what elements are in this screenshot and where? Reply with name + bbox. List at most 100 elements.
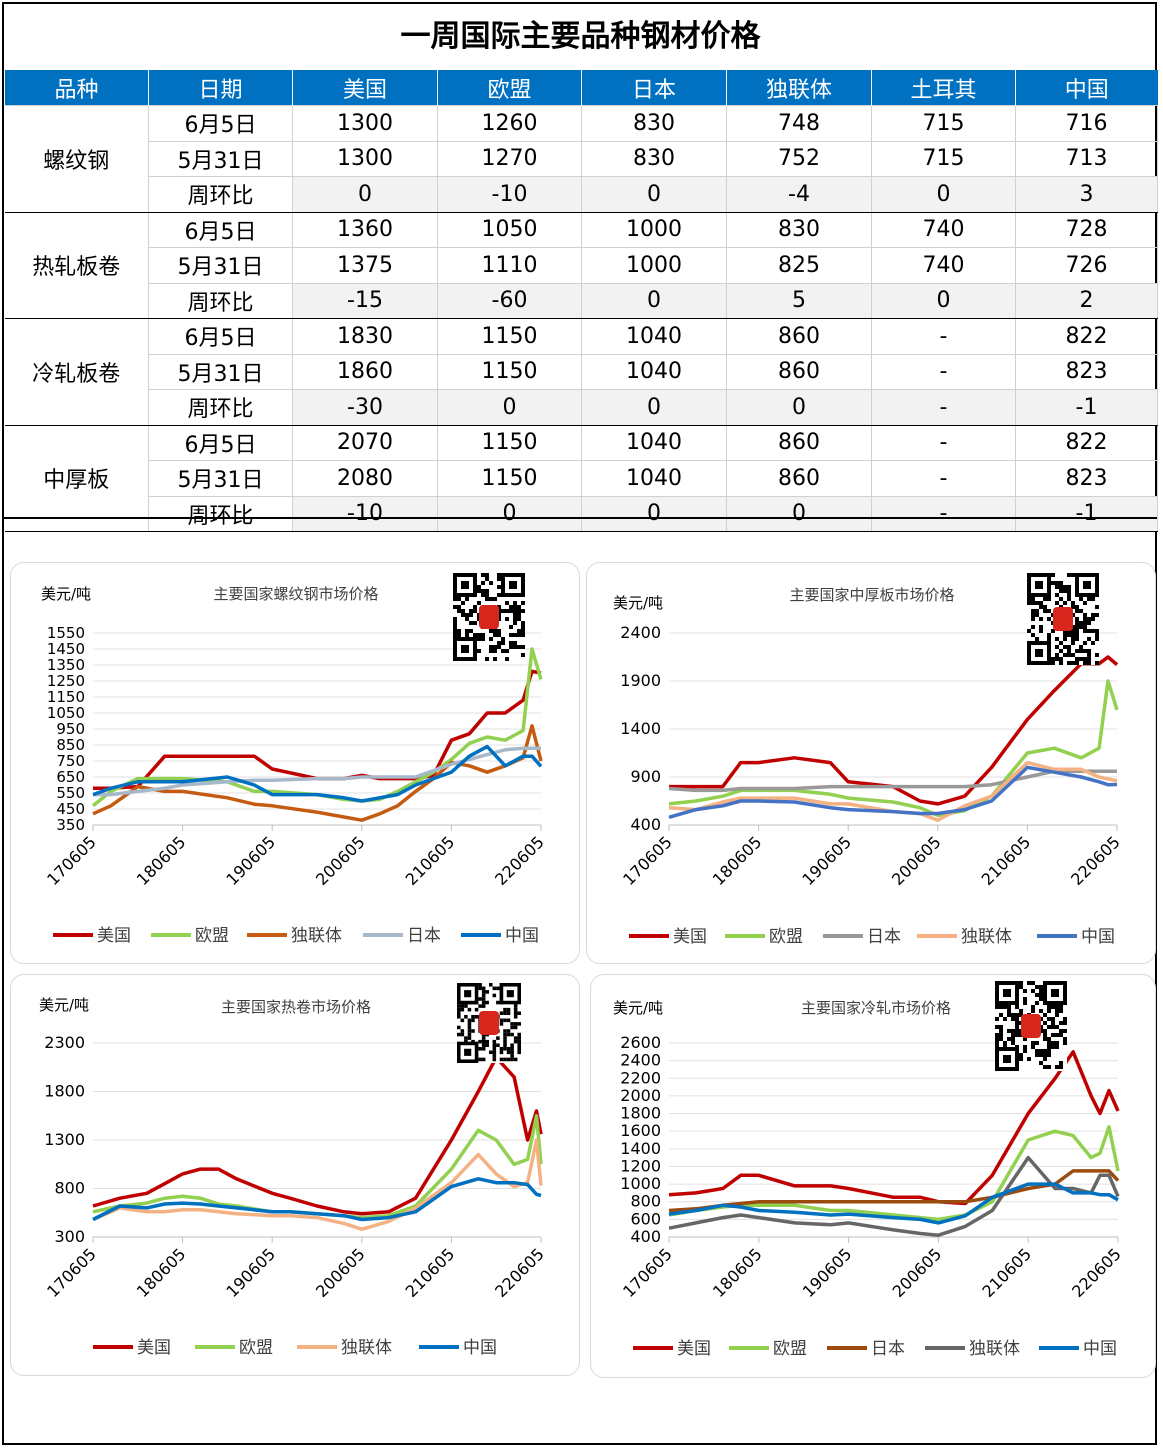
qr-module <box>467 1018 472 1023</box>
qr-module <box>1071 661 1075 665</box>
qr-code-icon <box>1027 573 1099 665</box>
qr-module <box>471 1015 475 1019</box>
legend-label: 欧盟 <box>239 1338 273 1358</box>
qr-module <box>474 1007 479 1012</box>
qr-module <box>1043 1049 1047 1053</box>
qr-module <box>1043 605 1047 609</box>
qr-module <box>510 1025 514 1030</box>
qr-logo-badge <box>1053 607 1073 631</box>
qr-module <box>1047 1017 1051 1021</box>
price-cell: 0 <box>292 176 438 213</box>
qr-module <box>1063 633 1067 637</box>
price-cell: 726 <box>1015 247 1158 284</box>
qr-module <box>485 597 489 601</box>
qr-module <box>457 605 461 609</box>
price-cell: 0 <box>726 495 872 532</box>
qr-module <box>453 621 457 625</box>
price-cell: 3 <box>1015 176 1158 213</box>
x-tick-label: 210605 <box>978 832 1035 889</box>
qr-module <box>485 577 489 581</box>
qr-module <box>469 613 473 617</box>
qr-module <box>1047 597 1051 601</box>
price-cell: -1 <box>1015 389 1158 426</box>
qr-module <box>453 633 457 637</box>
y-tick-label: 2000 <box>620 1086 661 1105</box>
qr-module <box>1007 1005 1011 1009</box>
qr-module <box>513 617 517 621</box>
qr-module <box>497 629 501 633</box>
qr-module <box>1055 1009 1059 1013</box>
qr-module <box>501 637 505 641</box>
y-tick-label: 800 <box>54 1179 85 1198</box>
qr-module <box>1019 1053 1023 1057</box>
page-title: 一周国际主要品种钢材价格 <box>400 19 761 54</box>
qr-logo-badge <box>479 605 499 629</box>
qr-module <box>1031 597 1035 601</box>
price-cell: - <box>871 353 1016 390</box>
qr-module <box>489 645 493 649</box>
qr-module <box>473 621 477 625</box>
qr-module <box>493 633 497 637</box>
qr-module <box>499 1018 504 1023</box>
qr-module <box>1019 1013 1023 1017</box>
qr-module <box>517 1022 521 1026</box>
price-cell: -4 <box>726 176 872 213</box>
qr-module <box>995 1017 999 1021</box>
qr-module <box>1063 585 1067 589</box>
price-cell: 2070 <box>292 424 438 461</box>
qr-module <box>481 573 485 577</box>
price-cell: 2 <box>1015 282 1158 319</box>
qr-module <box>1087 653 1091 657</box>
y-tick-label: 1900 <box>620 671 661 690</box>
price-cell: 860 <box>726 424 872 461</box>
qr-module <box>1051 1045 1055 1049</box>
qr-module <box>1063 1017 1067 1021</box>
date-cell: 周环比 <box>148 495 293 532</box>
legend-label: 欧盟 <box>769 927 803 947</box>
qr-module <box>473 605 477 609</box>
qr-module <box>1059 649 1063 653</box>
qr-module <box>1055 1041 1059 1045</box>
chart-plate: 主要国家中厚板市场价格 美元/吨 2400 1900 1400 900 400 170605 1… <box>586 562 1156 964</box>
qr-module <box>1083 629 1087 633</box>
table-row: 热轧板卷 6月5日 1360 1050 1000 830 740 728 <box>4 211 1158 319</box>
qr-module <box>493 597 497 601</box>
qr-finder-core <box>509 581 517 589</box>
qr-module <box>999 1037 1003 1041</box>
qr-module <box>464 1015 468 1019</box>
price-cell: 1860 <box>292 353 438 390</box>
column-header: 日本 <box>581 70 727 106</box>
qr-module <box>1031 613 1035 617</box>
qr-module <box>1055 1045 1059 1049</box>
qr-module <box>1047 1045 1051 1049</box>
qr-module <box>1011 1037 1015 1041</box>
price-cell: 1300 <box>292 140 438 177</box>
qr-module <box>1023 989 1027 993</box>
qr-module <box>1011 1041 1015 1045</box>
qr-module <box>1083 617 1087 621</box>
qr-module <box>1071 653 1075 657</box>
qr-finder-core <box>464 990 472 998</box>
qr-module <box>1027 629 1031 633</box>
price-cell: 1040 <box>581 424 727 461</box>
qr-finder-core <box>461 645 469 653</box>
qr-module <box>1063 601 1067 605</box>
price-cell: 860 <box>726 460 872 497</box>
price-cell: 0 <box>871 282 1016 319</box>
series-line <box>92 744 543 803</box>
series-line <box>668 765 1118 819</box>
qr-module <box>1047 1005 1051 1009</box>
qr-module <box>1087 637 1091 641</box>
qr-module <box>1087 661 1091 665</box>
price-cell: 0 <box>581 389 727 426</box>
qr-module <box>1043 1037 1047 1041</box>
qr-module <box>1091 613 1095 617</box>
chart-title: 主要国家热卷市场价格 <box>221 998 371 1016</box>
qr-module <box>1075 649 1079 653</box>
qr-module <box>1059 581 1063 585</box>
column-header: 品种 <box>4 70 149 106</box>
price-cell: 0 <box>871 176 1016 213</box>
price-cell: 1000 <box>581 247 727 284</box>
qr-module <box>1019 981 1023 985</box>
qr-module <box>1031 1045 1035 1049</box>
